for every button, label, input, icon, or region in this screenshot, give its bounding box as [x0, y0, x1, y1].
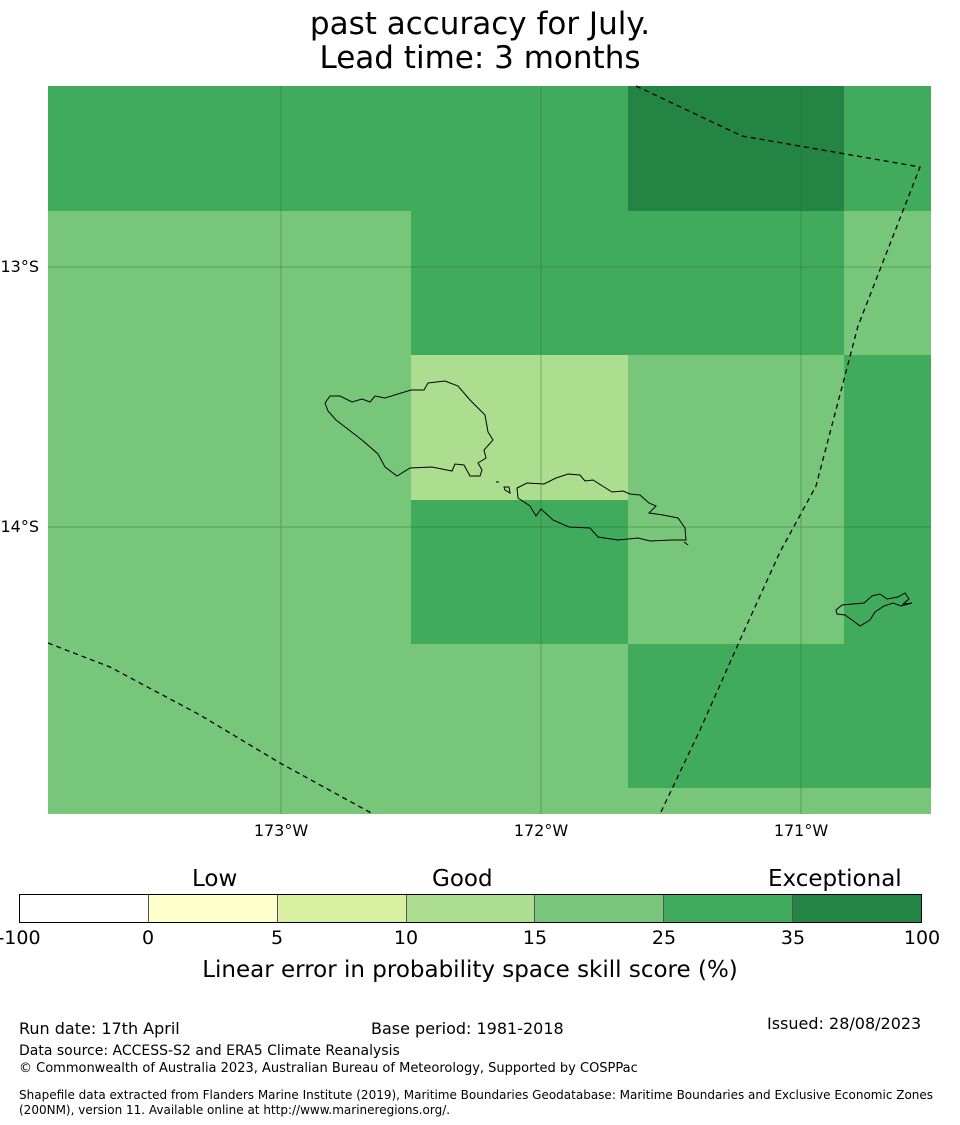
lat-label-13s: 13°S [0, 257, 39, 276]
colorbar [19, 894, 922, 923]
lon-label-173w: 173°W [253, 821, 309, 840]
category-exceptional: Exceptional [768, 866, 902, 892]
run-date: Run date: 17th April [19, 1019, 180, 1038]
colorbar-segment [406, 895, 536, 922]
grid-cell [844, 211, 931, 355]
skill-grid [48, 86, 931, 814]
grid-cell [628, 644, 931, 788]
grid-cell [628, 788, 931, 814]
colorbar-segment [535, 895, 665, 922]
copyright: © Commonwealth of Australia 2023, Austra… [19, 1061, 638, 1076]
category-low: Low [192, 866, 238, 892]
colorbar-tick-label: 25 [651, 927, 677, 949]
grid-cell [411, 644, 628, 814]
colorbar-tick-label: 15 [522, 927, 548, 949]
shapefile-credit: Shapefile data extracted from Flanders M… [19, 1088, 934, 1117]
lon-label-172w: 172°W [513, 821, 569, 840]
colorbar-tick-label: -100 [0, 927, 41, 949]
colorbar-segment [664, 895, 794, 922]
grid-cell [628, 355, 844, 644]
colorbar-tick-label: 10 [393, 927, 419, 949]
grid-cell [411, 211, 844, 355]
colorbar-segment [277, 895, 407, 922]
colorbar-segment [20, 895, 149, 922]
upolu-island [516, 473, 687, 542]
small-islet [683, 541, 689, 546]
colorbar-segment [148, 895, 278, 922]
eez-boundaries [47, 85, 921, 815]
grid-cell [844, 355, 931, 644]
colorbar-segment [793, 895, 922, 922]
map-title-line-1: past accuracy for July. [309, 6, 651, 42]
lon-label-171w: 171°W [773, 821, 829, 840]
grid-cell [411, 355, 628, 500]
small-islet [503, 486, 511, 494]
colorbar-tick-label: 0 [141, 927, 155, 949]
colorbar-tick-label: 5 [270, 927, 284, 949]
tutuila-island [835, 592, 913, 627]
issued-date: Issued: 28/08/2023 [767, 1014, 922, 1033]
grid-cell [628, 86, 844, 211]
base-period: Base period: 1981-2018 [371, 1019, 564, 1038]
grid-cell [411, 500, 628, 644]
category-good: Good [432, 866, 493, 892]
savaii-island [324, 380, 494, 477]
data-source: Data source: ACCESS-S2 and ERA5 Climate … [19, 1043, 400, 1059]
colorbar-tick-label: 100 [903, 927, 941, 949]
grid-cell [48, 211, 411, 814]
map-title-line-2: Lead time: 3 months [319, 40, 641, 76]
lat-label-14s: 14°S [0, 517, 39, 536]
graticule [48, 86, 931, 814]
colorbar-title: Linear error in probability space skill … [202, 957, 738, 983]
coastlines [324, 380, 913, 627]
grid-cell [48, 86, 628, 211]
colorbar-tick-label: 35 [780, 927, 806, 949]
skill-map [47, 85, 931, 815]
grid-cell [844, 86, 931, 211]
